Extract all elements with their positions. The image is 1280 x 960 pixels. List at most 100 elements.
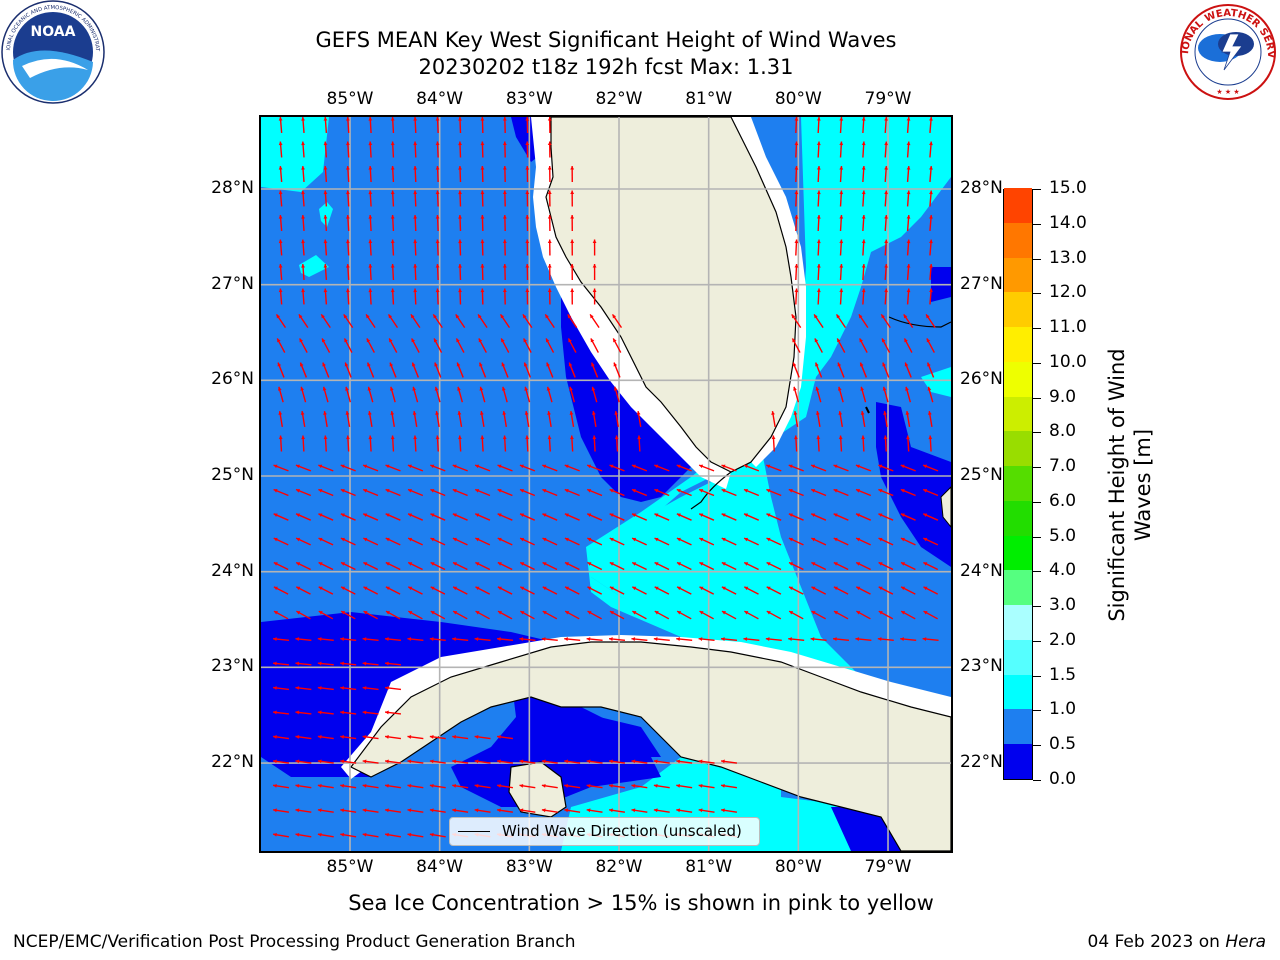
- wave-direction-arrow: [833, 464, 849, 472]
- wave-direction-arrow: [906, 190, 911, 207]
- wave-direction-arrow: [653, 808, 670, 813]
- wave-direction-arrow: [788, 537, 804, 546]
- wave-direction-arrow: [362, 735, 379, 740]
- wave-direction-arrow: [301, 165, 305, 183]
- wave-direction-arrow: [861, 214, 866, 232]
- wave-direction-arrow: [590, 362, 599, 378]
- wave-direction-arrow: [744, 610, 759, 620]
- wave-direction-arrow: [587, 537, 603, 546]
- wave-direction-arrow: [631, 464, 648, 472]
- wave-direction-arrow: [317, 759, 334, 764]
- wave-direction-arrow: [520, 610, 535, 620]
- wave-direction-arrow: [480, 239, 485, 256]
- wave-direction-arrow: [861, 141, 866, 158]
- colorbar-tick: [1033, 432, 1041, 434]
- wave-direction-arrow: [721, 537, 737, 546]
- wave-direction-arrow: [816, 117, 821, 134]
- wave-direction-arrow: [323, 214, 328, 232]
- wave-direction-arrow: [475, 610, 490, 620]
- wave-direction-arrow: [586, 759, 603, 764]
- wave-direction-arrow: [317, 783, 334, 789]
- wave-direction-arrow: [906, 117, 911, 134]
- wave-direction-arrow: [435, 165, 440, 183]
- wave-direction-arrow: [541, 783, 558, 789]
- wave-direction-arrow: [525, 190, 530, 207]
- colorbar-tick: [1033, 189, 1041, 190]
- wave-direction-arrow: [497, 586, 513, 595]
- colorbar-segment: [1004, 291, 1032, 328]
- wave-direction-arrow: [475, 586, 491, 595]
- wave-direction-arrow: [345, 190, 350, 207]
- wave-direction-arrow: [720, 808, 738, 813]
- wave-direction-arrow: [861, 288, 866, 305]
- wave-direction-arrow: [343, 313, 354, 329]
- wave-direction-arrow: [720, 759, 738, 764]
- lon-label-top: 80°W: [774, 89, 822, 109]
- wave-direction-arrow: [676, 759, 693, 764]
- wave-direction-arrow: [452, 637, 469, 641]
- wave-direction-arrow: [631, 513, 648, 521]
- wave-direction-arrow: [322, 362, 330, 378]
- wave-direction-arrow: [815, 410, 821, 428]
- wave-direction-arrow: [541, 808, 558, 813]
- lat-label-right: 22°N: [960, 752, 1003, 773]
- wave-direction-arrow: [317, 686, 334, 691]
- wave-direction-arrow: [766, 464, 782, 472]
- footer-date: 04 Feb 2023 on Hera: [1088, 932, 1266, 952]
- svg-text:★ ★ ★: ★ ★ ★: [1216, 88, 1239, 96]
- wave-direction-arrow: [653, 759, 670, 764]
- wave-direction-arrow: [925, 313, 936, 329]
- wave-direction-arrow: [570, 190, 575, 207]
- colorbar-tick-label: 6.0: [1049, 490, 1077, 511]
- wave-direction-arrow: [900, 513, 916, 521]
- wave-direction-arrow: [721, 513, 737, 521]
- wave-direction-arrow: [474, 464, 491, 472]
- wave-direction-arrow: [816, 288, 821, 305]
- wave-direction-arrow: [390, 214, 395, 232]
- wave-direction-arrow: [272, 832, 290, 838]
- colorbar-tick-label: 15.0: [1049, 178, 1087, 198]
- wave-direction-arrow: [788, 610, 804, 620]
- wave-direction-arrow: [340, 661, 357, 666]
- wave-direction-arrow: [295, 832, 312, 838]
- wave-direction-arrow: [929, 239, 933, 256]
- wave-direction-arrow: [296, 610, 311, 620]
- wave-direction-arrow: [295, 735, 312, 740]
- wave-direction-arrow: [654, 586, 670, 595]
- wave-direction-arrow: [407, 759, 424, 764]
- wave-direction-arrow: [429, 637, 446, 641]
- wave-direction-arrow: [591, 410, 597, 428]
- wave-direction-arrow: [855, 637, 872, 641]
- wave-direction-arrow: [592, 263, 597, 281]
- wave-direction-arrow: [839, 117, 844, 134]
- cuba-land: [350, 641, 951, 851]
- wave-direction-arrow: [413, 263, 418, 281]
- wave-direction-arrow: [541, 759, 558, 764]
- wave-direction-arrow: [544, 313, 555, 329]
- wave-direction-arrow: [500, 338, 510, 353]
- wave-direction-arrow: [323, 435, 328, 452]
- wave-direction-arrow: [407, 464, 424, 472]
- colorbar-tick-label: 4.0: [1049, 560, 1077, 581]
- wave-direction-arrow: [564, 586, 580, 595]
- wave-direction-arrow: [519, 759, 536, 764]
- wave-direction-arrow: [430, 513, 446, 521]
- wave-direction-arrow: [480, 263, 485, 281]
- wave-direction-arrow: [272, 735, 290, 740]
- wave-direction-arrow: [340, 537, 356, 546]
- wave-direction-arrow: [811, 561, 827, 571]
- wave-direction-arrow: [791, 338, 801, 353]
- wave-direction-arrow: [814, 338, 823, 353]
- colorbar-tick: [1033, 501, 1041, 503]
- wave-direction-arrow: [502, 435, 507, 452]
- lon-label-top: 85°W: [326, 89, 374, 109]
- wave-direction-arrow: [884, 165, 889, 183]
- wave-direction-arrow: [523, 338, 532, 353]
- lat-label-left: 26°N: [211, 369, 254, 390]
- wave-direction-arrow: [791, 313, 802, 329]
- wave-direction-arrow: [878, 464, 894, 472]
- wave-direction-arrow: [502, 410, 508, 428]
- wave-direction-arrow: [278, 435, 283, 452]
- wave-direction-arrow: [839, 288, 844, 305]
- wave-direction-arrow: [323, 263, 328, 281]
